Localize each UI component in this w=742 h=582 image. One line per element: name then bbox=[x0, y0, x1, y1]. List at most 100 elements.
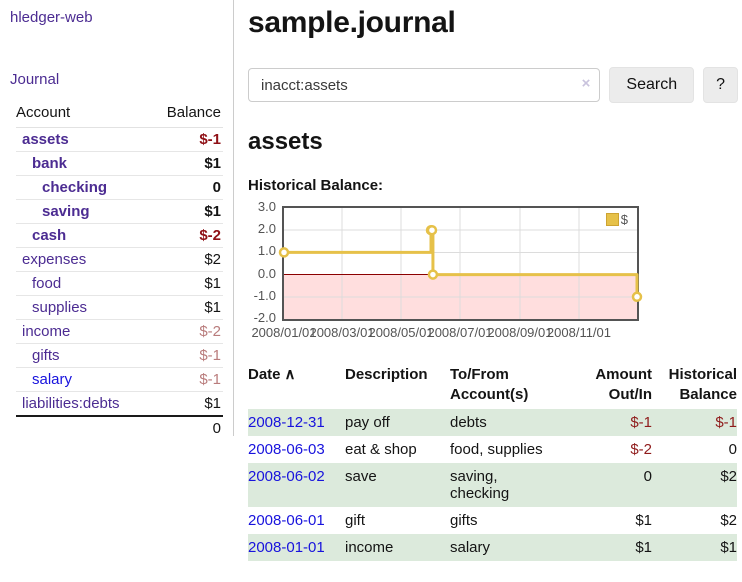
account-balance: $1 bbox=[204, 203, 221, 220]
account-balance: 0 bbox=[212, 179, 221, 196]
y-axis-label: 1.0 bbox=[257, 243, 276, 259]
transaction-date-link[interactable]: 2008-06-03 bbox=[248, 440, 325, 458]
account-row: expenses $2 bbox=[16, 248, 223, 272]
search-form: × Search ? bbox=[248, 67, 738, 103]
account-balance: $-1 bbox=[199, 371, 221, 388]
header-balance: Historical Balance bbox=[668, 366, 737, 404]
account-rows: assets $-1 bank $1 checking 0 saving $1 cash $-2 e… bbox=[16, 128, 223, 415]
accounts-table: Account Balance assets $-1 bank $1 checking 0… bbox=[16, 101, 223, 440]
sidebar-account-link[interactable]: saving bbox=[42, 203, 90, 220]
account-balance: $-2 bbox=[199, 227, 221, 244]
sidebar-account-link[interactable]: gifts bbox=[32, 347, 60, 364]
chart-canvas bbox=[278, 208, 643, 319]
account-row: cash $-2 bbox=[16, 224, 223, 248]
transaction-balance: $2 bbox=[720, 511, 737, 529]
search-button[interactable]: Search bbox=[609, 67, 695, 103]
search-input[interactable] bbox=[248, 68, 601, 102]
transaction-amount: $1 bbox=[635, 511, 652, 529]
historical-balance-label: Historical Balance: bbox=[248, 177, 384, 194]
transaction-balance: 0 bbox=[728, 440, 737, 458]
table-row: 2008-01-01 income salary $1 $1 bbox=[248, 533, 737, 561]
account-balance: $1 bbox=[204, 275, 221, 292]
x-axis-label: 2008/01/01 bbox=[251, 325, 317, 340]
legend-swatch-icon bbox=[605, 213, 619, 226]
y-axis-label: -2.0 bbox=[253, 310, 276, 325]
transaction-date-cell: 2008-12-31 bbox=[248, 409, 345, 436]
account-balance: $-2 bbox=[199, 323, 221, 340]
transaction-balance: $2 bbox=[720, 467, 737, 485]
transaction-date-cell: 2008-06-03 bbox=[248, 436, 345, 463]
account-balance: $-1 bbox=[199, 347, 221, 364]
transaction-date-link[interactable]: 2008-12-31 bbox=[248, 413, 325, 431]
sidebar-account-link[interactable]: salary bbox=[32, 371, 73, 388]
transaction-description: income bbox=[345, 538, 394, 556]
transaction-amount: 0 bbox=[643, 467, 652, 485]
x-axis-label: 2008/03/01 bbox=[309, 325, 375, 340]
register-table-header: Date ∧ Description To/From Account(s) Amo… bbox=[248, 365, 737, 406]
accounts-table-header: Account Balance bbox=[16, 101, 223, 128]
account-row: income $-2 bbox=[16, 320, 223, 344]
transaction-date-link[interactable]: 2008-06-01 bbox=[248, 511, 325, 529]
account-row: gifts $-1 bbox=[16, 344, 223, 368]
register-table: Date ∧ Description To/From Account(s) Amo… bbox=[248, 365, 737, 561]
table-row: 2008-06-02 save saving, checking 0 $2 bbox=[248, 462, 737, 507]
account-balance: $1 bbox=[204, 395, 221, 412]
sidebar-account-link[interactable]: assets bbox=[22, 131, 69, 148]
transaction-date-link[interactable]: 2008-01-01 bbox=[248, 538, 325, 556]
sidebar-account-link[interactable]: liabilities:debts bbox=[22, 395, 120, 412]
legend-label: $ bbox=[620, 212, 628, 227]
transaction-amount: $-1 bbox=[630, 413, 652, 431]
sidebar-account-link[interactable]: cash bbox=[32, 227, 67, 244]
account-balance: $2 bbox=[204, 251, 221, 268]
transaction-accounts: food, supplies bbox=[450, 440, 543, 458]
account-row: bank $1 bbox=[16, 152, 223, 176]
transaction-accounts: saving, checking bbox=[450, 467, 510, 502]
transaction-date-link[interactable]: 2008-06-02 bbox=[248, 467, 325, 485]
x-axis-label: 2008/11/01 bbox=[546, 325, 612, 340]
transaction-accounts: debts bbox=[450, 413, 487, 431]
account-row: assets $-1 bbox=[16, 128, 223, 152]
header-amount: Amount Out/In bbox=[595, 366, 652, 404]
y-axis-label: 3.0 bbox=[257, 199, 276, 214]
transaction-date-cell: 2008-06-02 bbox=[248, 463, 345, 507]
balance-chart: 3.0 2.0 1.0 0.0 -1.0 -2.0 $ 2008/01/01 2008/03… bbox=[248, 199, 738, 343]
accounts-header-account: Account bbox=[16, 104, 71, 121]
sidebar-account-link[interactable]: bank bbox=[32, 155, 68, 172]
table-row: 2008-06-03 eat & shop food, supplies $-2 0 bbox=[248, 436, 737, 463]
help-button[interactable]: ? bbox=[703, 67, 738, 103]
transaction-amount: $-2 bbox=[630, 440, 652, 458]
chart-legend: $ bbox=[604, 212, 629, 227]
register-account-heading: assets bbox=[248, 128, 323, 155]
account-row: saving $1 bbox=[16, 200, 223, 224]
y-axis-label: -1.0 bbox=[253, 287, 276, 303]
transaction-description: gift bbox=[345, 511, 366, 529]
accounts-total-row: 0 bbox=[16, 415, 223, 440]
transaction-date-cell: 2008-01-01 bbox=[248, 534, 345, 561]
sidebar-item-journal[interactable]: Journal bbox=[10, 71, 60, 88]
sidebar-account-link[interactable]: checking bbox=[42, 179, 108, 196]
chart-plot-area: $ bbox=[278, 206, 643, 321]
transaction-accounts: gifts bbox=[450, 511, 478, 529]
sidebar-account-link[interactable]: income bbox=[22, 323, 71, 340]
header-date[interactable]: Date ∧ bbox=[248, 366, 296, 383]
y-axis-label: 0.0 bbox=[257, 265, 276, 281]
transaction-date-cell: 2008-06-01 bbox=[248, 507, 345, 534]
account-row: salary $-1 bbox=[16, 368, 223, 392]
app-brand-link[interactable]: hledger-web bbox=[10, 9, 93, 26]
x-axis-label: 2008/07/01 bbox=[427, 325, 493, 340]
sidebar: hledger-web Journal Account Balance asse… bbox=[0, 0, 233, 440]
sidebar-account-link[interactable]: expenses bbox=[22, 251, 87, 268]
table-row: 2008-06-01 gift gifts $1 $2 bbox=[248, 507, 737, 534]
account-balance: $1 bbox=[204, 299, 221, 316]
sidebar-account-link[interactable]: supplies bbox=[32, 299, 88, 316]
account-row: supplies $1 bbox=[16, 296, 223, 320]
transaction-amount: $1 bbox=[635, 538, 652, 556]
sidebar-account-link[interactable]: food bbox=[32, 275, 62, 292]
accounts-total-value: 0 bbox=[212, 420, 221, 437]
x-axis-label: 2008/05/01 bbox=[368, 325, 434, 340]
clear-search-icon[interactable]: × bbox=[581, 75, 591, 92]
account-row: liabilities:debts $1 bbox=[16, 392, 223, 415]
transaction-balance: $-1 bbox=[715, 413, 737, 431]
table-row: 2008-12-31 pay off debts $-1 $-1 bbox=[248, 408, 737, 436]
transaction-description: save bbox=[345, 467, 377, 485]
